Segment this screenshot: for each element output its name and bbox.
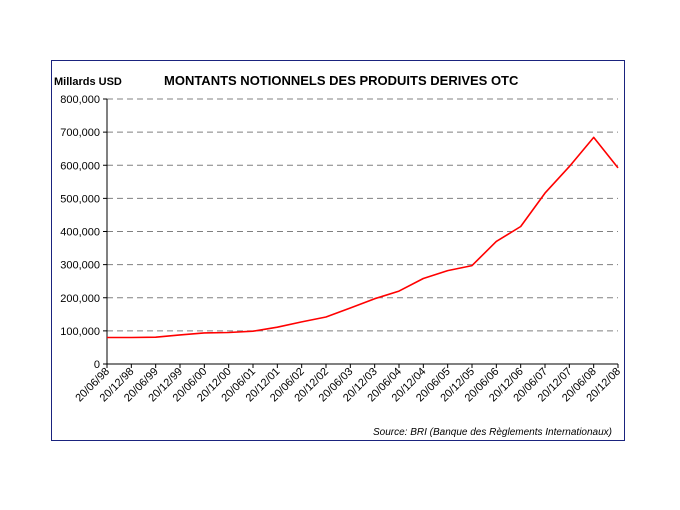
y-axis-unit-label: Millards USD [54,76,122,88]
y-tick-label: 400,000 [60,227,100,239]
chart-title: MONTANTS NOTIONNELS DES PRODUITS DERIVES… [164,73,519,88]
y-tick-label: 800,000 [60,94,100,106]
y-tick-label: 500,000 [60,193,100,205]
y-tick-label: 700,000 [60,127,100,139]
grid-lines [107,98,618,332]
x-tick-labels: 20/06/9820/12/9820/06/9920/12/9920/06/00… [73,366,623,405]
y-tick-label: 300,000 [60,260,100,272]
y-tick-labels: 0 100,000 200,000 300,000 400,000 500,000 600,… [60,94,100,371]
series-line [107,136,619,339]
y-tick-label: 600,000 [60,160,100,172]
chart-frame [51,60,625,441]
y-tick-label: 0 [94,359,100,371]
axes [103,98,619,368]
series-layer [107,136,619,339]
source-note: Source: BRI (Banque des Règlements Inter… [373,427,612,438]
y-tick-label: 200,000 [60,293,100,305]
y-tick-label: 100,000 [60,326,100,338]
